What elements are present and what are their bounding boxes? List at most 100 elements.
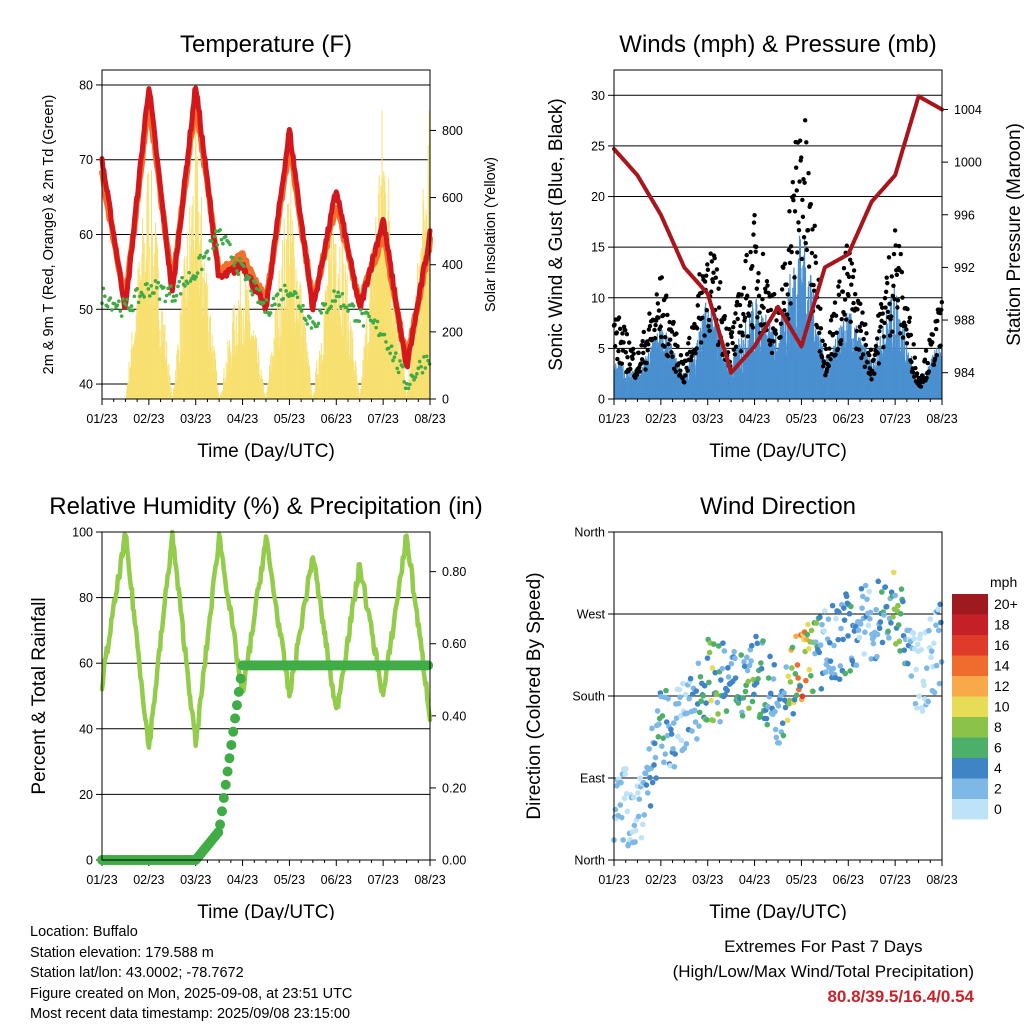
direction-point [675, 700, 682, 707]
direction-point [712, 669, 719, 676]
direction-point [714, 699, 721, 706]
gust-point [750, 263, 755, 269]
gust-point [900, 295, 905, 300]
y-axis-label: 2m & 9m T (Red, Orange) & 2m Td (Green) [41, 95, 57, 375]
gust-point [656, 315, 661, 320]
direction-point [745, 678, 752, 685]
y2-tick-label: 0.40 [442, 709, 466, 723]
gust-point [729, 334, 734, 340]
direction-point [770, 676, 777, 682]
gust-point [675, 343, 680, 349]
dewpoint-point [316, 321, 321, 326]
direction-point [879, 639, 886, 646]
dewpoint-point [171, 294, 176, 299]
direction-point [923, 665, 930, 671]
direction-point [621, 795, 628, 802]
gust-point [889, 314, 894, 319]
direction-point [654, 708, 661, 714]
dewpoint-point [389, 344, 394, 349]
x-tick-label: 06/23 [321, 412, 352, 426]
gust-point [743, 258, 748, 264]
gust-point [647, 311, 652, 316]
gust-point [756, 270, 761, 276]
gust-point [898, 331, 903, 336]
direction-point [715, 711, 721, 717]
direction-point [808, 627, 815, 634]
gust-point [652, 336, 658, 341]
direction-point [825, 616, 832, 622]
gust-point [797, 138, 803, 143]
dewpoint-point [249, 289, 253, 293]
gust-point [656, 308, 662, 313]
gust-point [733, 344, 739, 349]
direction-point [826, 639, 833, 646]
direction-point [878, 589, 885, 595]
gust-point [768, 342, 773, 347]
x-tick-label: 08/23 [414, 873, 445, 887]
dewpoint-point [360, 311, 364, 316]
direction-point [855, 627, 862, 634]
gust-point [774, 318, 779, 323]
y-tick-label: 80 [79, 78, 93, 92]
direction-point [651, 740, 658, 747]
gust-point [778, 334, 783, 340]
x-tick-label: 02/23 [133, 412, 164, 426]
direction-point [862, 629, 868, 635]
legend-swatch [952, 655, 988, 676]
dewpoint-point [178, 292, 183, 296]
direction-point [695, 660, 702, 667]
legend-unit: mph [990, 574, 1017, 590]
dewpoint-point [392, 355, 397, 359]
direction-point [935, 627, 942, 634]
humidity-line [99, 529, 433, 750]
y2-tick-label: 988 [954, 314, 975, 328]
direction-point [830, 665, 837, 672]
y-tick-label: 50 [79, 303, 93, 317]
direction-point [822, 608, 828, 614]
direction-point [753, 633, 759, 640]
dewpoint-point [406, 386, 411, 391]
gust-point [652, 327, 657, 333]
gust-point [695, 303, 700, 308]
gust-point [791, 193, 797, 198]
direction-point [927, 616, 934, 622]
gust-point [890, 329, 895, 334]
dewpoint-point [125, 297, 130, 302]
direction-point [662, 751, 669, 757]
gust-point [833, 352, 838, 357]
direction-point [670, 745, 676, 752]
gust-point [885, 309, 891, 315]
gust-point [754, 286, 760, 291]
gust-point [659, 334, 664, 340]
x-tick-label: 06/23 [833, 873, 864, 887]
gust-point [653, 322, 658, 328]
y-tick-label: South [572, 690, 605, 704]
direction-point [897, 648, 903, 654]
dewpoint-point [426, 358, 430, 363]
gust-point [934, 352, 939, 358]
gust-point [900, 335, 906, 340]
direction-point [817, 614, 823, 620]
direction-point [698, 698, 704, 704]
gust-point [702, 279, 708, 284]
x-tick-label: 07/23 [368, 412, 399, 426]
gust-point [733, 311, 738, 316]
dewpoint-point [278, 288, 283, 292]
gust-point [877, 328, 882, 334]
recent-data-text: Most recent data timestamp: 2025/09/08 2… [30, 1006, 351, 1023]
direction-point [890, 614, 896, 620]
y2-tick-label: 0.00 [442, 854, 466, 868]
direction-point [914, 641, 921, 648]
gust-point [799, 256, 805, 262]
dewpoint-point [180, 275, 184, 280]
gust-point [639, 343, 644, 348]
direction-point [861, 651, 868, 657]
gust-point [788, 301, 793, 306]
precip-point [233, 686, 244, 697]
direction-point [882, 584, 889, 590]
dewpoint-point [112, 301, 117, 306]
gust-point [881, 344, 886, 350]
x-tick-label: 04/23 [227, 412, 258, 426]
direction-point [858, 585, 865, 592]
gust-point [835, 346, 840, 352]
